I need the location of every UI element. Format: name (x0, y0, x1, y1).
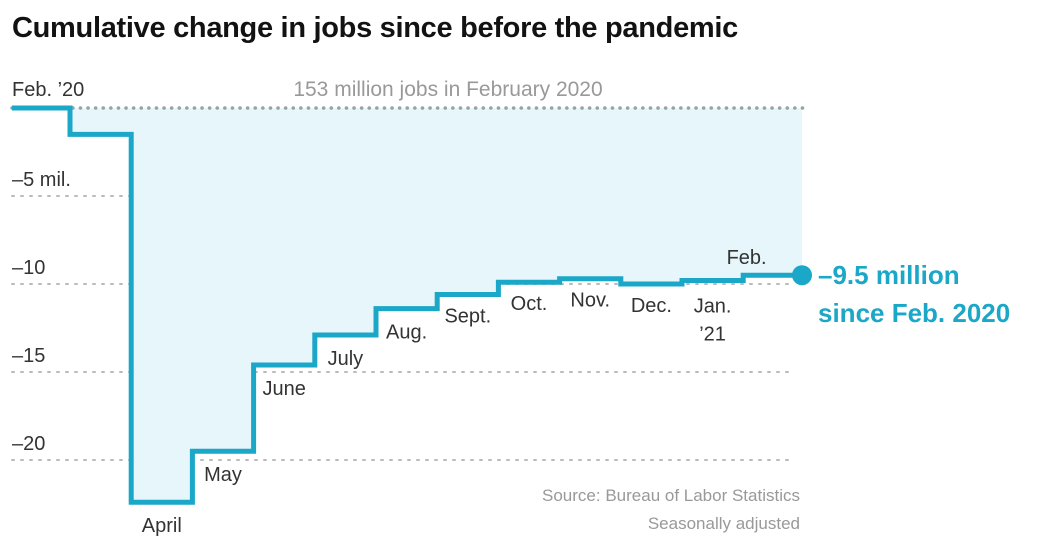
month-label: Oct. (511, 293, 548, 315)
y-tick-label: –15 (12, 345, 45, 367)
footnote: Seasonally adjusted (648, 514, 800, 533)
month-labels: April May June July Aug. Sept. Oct. Nov. Dec. Jan… (142, 247, 767, 537)
month-label: Feb. (727, 247, 767, 269)
shaded-area (12, 108, 802, 503)
chart-title: Cumulative change in jobs since before t… (12, 12, 738, 44)
y-tick-label: –10 (12, 257, 45, 279)
month-label: Nov. (570, 290, 610, 312)
month-label: May (204, 464, 242, 486)
month-label: Aug. (386, 322, 427, 344)
y-axis-labels: –5 mil. –10 –15 –20 (12, 169, 71, 455)
baseline-note: 153 million jobs in February 2020 (293, 78, 602, 101)
end-point-marker (792, 265, 812, 286)
month-label: June (263, 378, 306, 400)
baseline-label: Feb. ’20 (12, 79, 84, 101)
month-label: April (142, 515, 182, 537)
y-tick-label: –20 (12, 433, 45, 455)
month-label: Jan. ’21 (694, 295, 732, 345)
callout-line-2: since Feb. 2020 (818, 298, 1010, 328)
month-label: Sept. (444, 306, 491, 328)
callout-line-1: –9.5 million (818, 260, 960, 290)
month-label: July (328, 348, 364, 370)
month-label: Dec. (631, 295, 672, 317)
y-tick-label: –5 mil. (12, 169, 71, 191)
source-note: Source: Bureau of Labor Statistics (542, 486, 800, 505)
series-line (12, 105, 802, 505)
